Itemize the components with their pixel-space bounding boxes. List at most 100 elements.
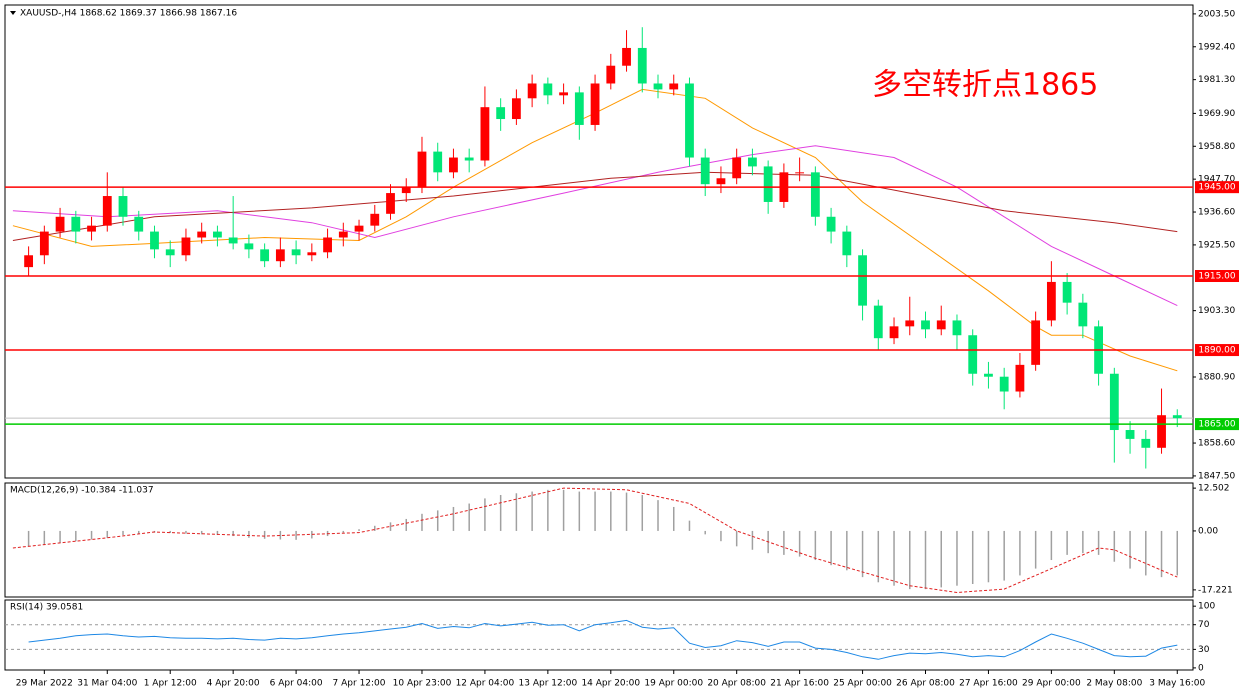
y-tick-label: 1880.90 xyxy=(1198,373,1235,383)
candle-body xyxy=(213,231,222,238)
candle-body xyxy=(590,83,600,125)
y-tick-label: -17.221 xyxy=(1198,585,1233,595)
candle-body xyxy=(858,255,867,306)
candle-body xyxy=(999,376,1009,392)
candle-body xyxy=(622,47,631,66)
candle-body xyxy=(386,193,395,214)
y-tick-label: 1903.30 xyxy=(1198,306,1235,316)
level-label: 1890.00 xyxy=(1198,346,1235,356)
level-label: 1915.00 xyxy=(1198,272,1235,282)
x-tick-label: 27 Apr 16:00 xyxy=(959,679,1018,689)
candle-body xyxy=(197,231,207,238)
x-tick-label: 19 Apr 00:00 xyxy=(644,679,703,689)
candle-body xyxy=(102,196,112,226)
candle-body xyxy=(905,320,915,327)
candle-body xyxy=(228,237,238,244)
y-tick-label: 1992.40 xyxy=(1198,42,1235,52)
macd-panel xyxy=(4,482,1194,598)
y-tick-label: 12.502 xyxy=(1198,484,1230,494)
candle-body xyxy=(685,83,694,158)
candle-body xyxy=(1062,281,1072,303)
y-tick-label: 1925.50 xyxy=(1198,240,1235,250)
y-tick-label: 0.00 xyxy=(1198,526,1218,536)
y-tick-label: 1958.80 xyxy=(1198,142,1235,152)
candle-body xyxy=(763,166,773,202)
candle-body xyxy=(574,92,584,125)
candle-body xyxy=(842,231,852,256)
candle-body xyxy=(291,249,301,256)
candle-body xyxy=(968,335,978,374)
candle-body xyxy=(323,237,332,253)
y-tick-label: 1947.70 xyxy=(1198,175,1235,185)
y-tick-label: 1936.60 xyxy=(1198,208,1235,218)
x-tick-label: 4 Apr 20:00 xyxy=(207,679,260,689)
annotation: 多空转折点1865 xyxy=(872,68,1098,103)
candle-body xyxy=(496,107,506,120)
candle-body xyxy=(795,172,805,174)
x-tick-label: 29 Mar 2022 xyxy=(16,679,73,689)
level-label: 1865.00 xyxy=(1198,420,1235,430)
y-tick-label: 1858.60 xyxy=(1198,439,1235,449)
candle-body xyxy=(307,252,317,256)
x-tick-label: 12 Apr 04:00 xyxy=(456,679,515,689)
candle-body xyxy=(984,373,993,377)
x-tick-label: 13 Apr 12:00 xyxy=(519,679,578,689)
x-tick-label: 21 Apr 16:00 xyxy=(770,679,829,689)
y-tick-label: 100 xyxy=(1198,602,1215,612)
macd-title: MACD(12,26,9) -10.384 -11.037 xyxy=(10,486,154,496)
candle-body xyxy=(1157,415,1166,448)
moving-average xyxy=(12,88,1178,372)
candle-body xyxy=(669,83,679,90)
y-tick-label: 70 xyxy=(1198,620,1210,630)
x-tick-label: 31 Mar 04:00 xyxy=(77,679,137,689)
x-tick-label: 26 Apr 08:00 xyxy=(896,679,955,689)
x-tick-label: 14 Apr 20:00 xyxy=(581,679,640,689)
candle-body xyxy=(354,225,364,232)
candle-body xyxy=(55,216,65,232)
candle-body xyxy=(952,320,962,336)
level-label-box xyxy=(1195,344,1239,357)
y-tick-label: 1847.50 xyxy=(1198,471,1235,481)
candle-body xyxy=(1078,302,1088,327)
candle-body xyxy=(1031,320,1041,365)
x-tick-label: 25 Apr 00:00 xyxy=(833,679,892,689)
candle-body xyxy=(1141,438,1151,448)
candle-body xyxy=(338,231,348,238)
candle-body xyxy=(559,92,569,96)
x-tick-label: 1 Apr 12:00 xyxy=(144,679,197,689)
candle-body xyxy=(401,187,411,194)
candle-body xyxy=(873,305,883,339)
candle-body xyxy=(370,213,380,226)
macd-signal xyxy=(12,487,1178,594)
candle-body xyxy=(748,157,757,167)
rsi-line xyxy=(28,619,1178,660)
candle-body xyxy=(1109,373,1119,431)
y-tick-label: 1969.90 xyxy=(1198,109,1235,119)
main-panel xyxy=(4,4,1194,479)
candle-body xyxy=(417,151,427,188)
candle-body xyxy=(700,157,710,185)
menu-arrow xyxy=(10,11,16,15)
candle-body xyxy=(637,47,647,84)
candle-body xyxy=(87,225,96,232)
candle-body xyxy=(1172,415,1182,419)
candle-body xyxy=(1015,364,1025,392)
candle-body xyxy=(71,216,81,232)
x-tick-label: 2 May 08:00 xyxy=(1086,679,1142,689)
y-tick-label: 30 xyxy=(1198,645,1210,655)
y-tick-label: 2003.50 xyxy=(1198,9,1235,19)
candle-body xyxy=(181,237,191,256)
candle-body xyxy=(134,216,144,232)
rsi-title: RSI(14) 39.0581 xyxy=(10,603,83,613)
x-tick-label: 7 Apr 12:00 xyxy=(333,679,386,689)
candle-body xyxy=(1046,281,1056,321)
candle-body xyxy=(653,83,663,90)
candle-body xyxy=(260,249,270,262)
rsi-panel xyxy=(4,599,1194,671)
candle-body xyxy=(118,196,128,217)
candle-body xyxy=(24,255,34,268)
x-tick-label: 6 Apr 04:00 xyxy=(270,679,323,689)
